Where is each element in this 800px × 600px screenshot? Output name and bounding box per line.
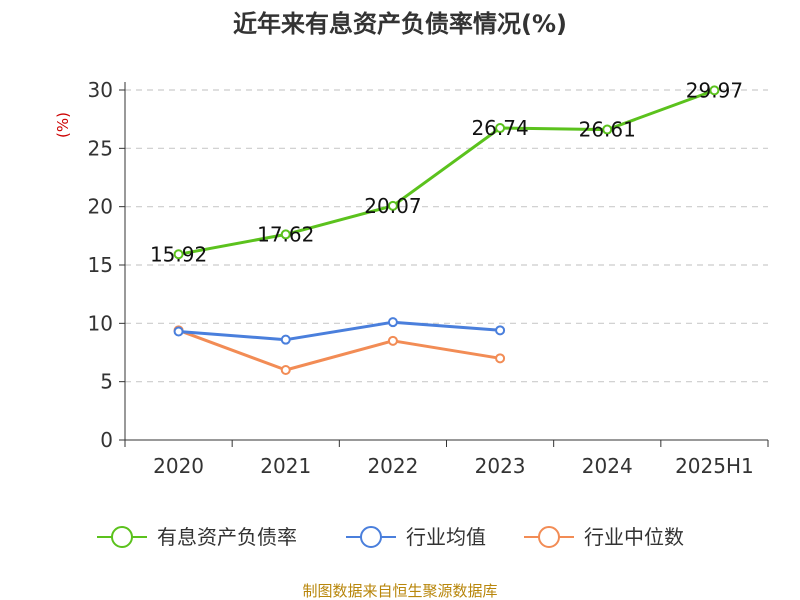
x-tick-labels: 2020 2021 2022 2023 2024 2025H1 xyxy=(153,454,754,478)
data-point xyxy=(173,249,184,260)
series-line xyxy=(178,320,501,342)
y-tick-label: 25 xyxy=(88,136,113,160)
x-tick-label: 2021 xyxy=(260,454,311,478)
data-point xyxy=(387,200,398,211)
chart-title: 近年来有息资产负债率情况(%) xyxy=(233,10,567,38)
x-tick-label: 2023 xyxy=(475,454,526,478)
legend-item: 行业均值 xyxy=(346,525,486,549)
legend-label: 行业均值 xyxy=(406,525,486,549)
data-label: 17.62 xyxy=(257,222,314,246)
data-point xyxy=(602,124,613,135)
series-1: 15.92 17.62 20.07 26.74 26.61 29.97 xyxy=(150,78,743,266)
y-tick-label: 0 xyxy=(100,428,113,452)
legend-swatch-marker xyxy=(111,526,133,548)
x-tick-label: 2020 xyxy=(153,454,204,478)
data-point xyxy=(495,353,506,364)
axes xyxy=(119,82,769,447)
legend-swatch-marker xyxy=(538,526,560,548)
data-label: 26.74 xyxy=(471,116,528,140)
series-line xyxy=(178,328,501,372)
y-tick-label: 10 xyxy=(88,311,113,335)
x-tick-label: 2024 xyxy=(582,454,633,478)
legend-item: 行业中位数 xyxy=(524,525,684,549)
data-label: 20.07 xyxy=(364,194,421,218)
x-tick-label: 2025H1 xyxy=(675,454,754,478)
y-tick-label: 30 xyxy=(88,78,113,102)
data-label: 29.97 xyxy=(686,78,743,102)
data-point xyxy=(173,326,184,337)
gridlines xyxy=(125,89,768,383)
y-tick-labels: 0 5 10 15 20 25 30 xyxy=(88,78,113,452)
legend-item: 有息资产负债率 xyxy=(97,525,297,549)
series-line xyxy=(178,88,715,256)
data-label: 26.61 xyxy=(579,118,636,142)
legend: 有息资产负债率 行业均值 行业中位数 xyxy=(97,525,684,549)
y-axis-label: (%) xyxy=(54,112,72,138)
data-point xyxy=(280,229,291,240)
data-point xyxy=(387,317,398,328)
legend-label: 行业中位数 xyxy=(584,525,684,549)
series-layer: 15.92 17.62 20.07 26.74 26.61 29.97 xyxy=(150,78,743,375)
legend-swatch-marker xyxy=(360,526,382,548)
series-2 xyxy=(173,317,506,345)
data-point xyxy=(709,85,720,96)
data-point xyxy=(280,365,291,375)
y-tick-label: 5 xyxy=(100,370,113,394)
x-tick-label: 2022 xyxy=(367,454,418,478)
data-label: 15.92 xyxy=(150,242,207,266)
legend-label: 有息资产负债率 xyxy=(157,525,297,549)
data-point xyxy=(280,334,291,345)
data-point xyxy=(495,325,506,336)
y-tick-label: 15 xyxy=(88,253,113,277)
source-note: 制图数据来自恒生聚源数据库 xyxy=(302,582,497,600)
y-tick-label: 20 xyxy=(88,195,113,219)
data-point xyxy=(387,335,398,346)
data-point xyxy=(495,123,506,134)
